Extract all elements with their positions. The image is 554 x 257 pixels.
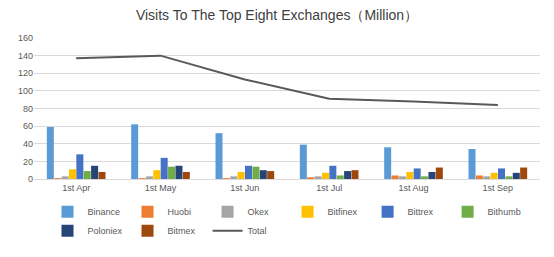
svg-text:Bitfinex: Bitfinex bbox=[328, 207, 358, 217]
svg-text:40: 40 bbox=[23, 139, 33, 149]
svg-text:Visits To The Top Eight Exchan: Visits To The Top Eight Exchanges（Millio… bbox=[136, 7, 418, 23]
svg-text:Total: Total bbox=[248, 226, 267, 236]
svg-text:Bithumb: Bithumb bbox=[488, 207, 521, 217]
svg-text:1st Aug: 1st Aug bbox=[398, 183, 428, 193]
svg-text:140: 140 bbox=[18, 51, 33, 61]
svg-text:Huobi: Huobi bbox=[168, 207, 192, 217]
svg-text:0: 0 bbox=[28, 174, 33, 184]
svg-text:100: 100 bbox=[18, 86, 33, 96]
svg-text:Binance: Binance bbox=[88, 207, 121, 217]
svg-text:1st Jun: 1st Jun bbox=[230, 183, 259, 193]
svg-text:1st May: 1st May bbox=[145, 183, 177, 193]
svg-text:160: 160 bbox=[18, 33, 33, 43]
svg-text:Okex: Okex bbox=[248, 207, 270, 217]
svg-text:Poloniex: Poloniex bbox=[88, 226, 123, 236]
svg-text:120: 120 bbox=[18, 68, 33, 78]
svg-text:Bitmex: Bitmex bbox=[168, 226, 196, 236]
svg-text:20: 20 bbox=[23, 157, 33, 167]
svg-text:Bittrex: Bittrex bbox=[408, 207, 434, 217]
svg-text:60: 60 bbox=[23, 121, 33, 131]
svg-text:1st Jul: 1st Jul bbox=[316, 183, 342, 193]
svg-text:1st Apr: 1st Apr bbox=[62, 183, 90, 193]
svg-text:1st Sep: 1st Sep bbox=[483, 183, 514, 193]
svg-text:80: 80 bbox=[23, 104, 33, 114]
